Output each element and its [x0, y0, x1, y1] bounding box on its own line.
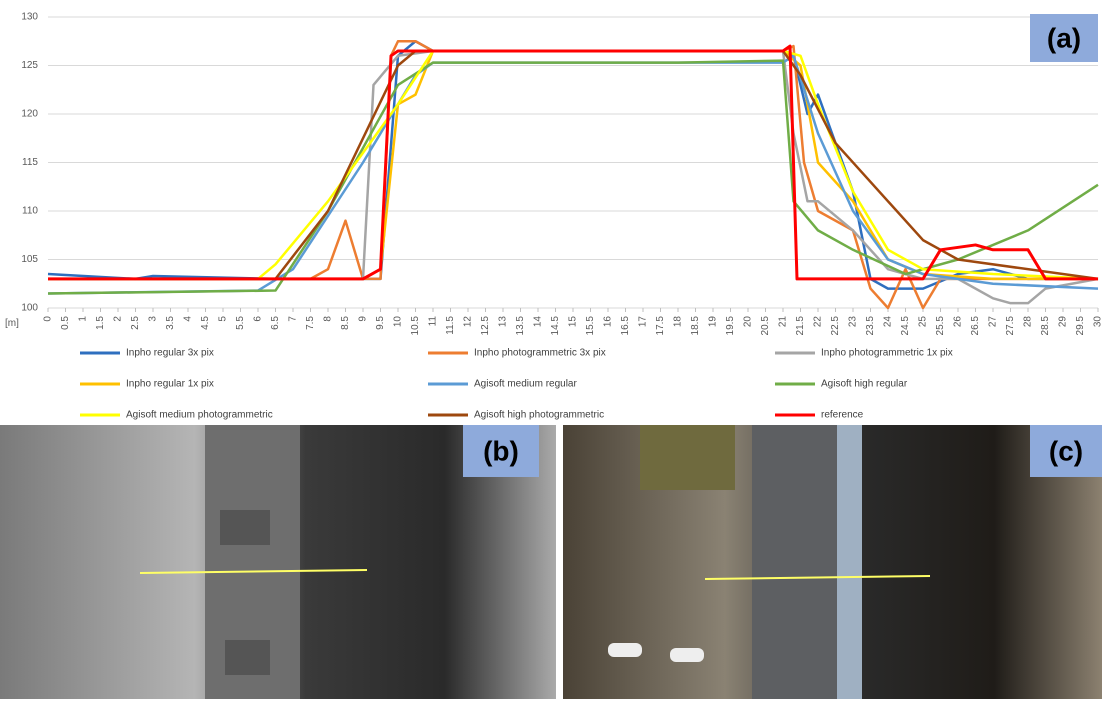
legend-label: Agisoft high photogrammetric [474, 410, 604, 421]
panel-label: (a) [1047, 22, 1081, 53]
x-tick-label: 19 [708, 316, 719, 328]
series-line [48, 51, 1098, 279]
x-tick-label: 6 [253, 316, 264, 322]
x-tick-label: 8 [323, 316, 334, 322]
car [670, 648, 704, 662]
x-tick-label: 2 [113, 316, 124, 322]
x-tick-label: 28 [1023, 316, 1034, 328]
x-tick-label: 21 [778, 316, 789, 328]
x-tick-label: 22.5 [830, 316, 841, 336]
x-tick-label: 30 [1093, 316, 1102, 328]
y-tick-label: 110 [22, 206, 38, 217]
x-tick-label: 3 [148, 316, 159, 322]
x-tick-label: 14.5 [550, 316, 561, 336]
x-tick-label: 24 [883, 316, 894, 328]
x-tick-label: 7 [288, 316, 299, 322]
x-tick-label: 13 [498, 316, 509, 328]
x-tick-label: 9 [358, 316, 369, 322]
x-tick-label: 26.5 [970, 316, 981, 336]
x-tick-label: 19.5 [725, 316, 736, 336]
roof-detail [225, 640, 270, 675]
x-tick-label: 4.5 [200, 316, 211, 330]
x-tick-label: 0.5 [60, 316, 71, 330]
x-tick-label: 21.5 [795, 316, 806, 336]
x-tick-label: 24.5 [900, 316, 911, 336]
x-tick-label: 17 [638, 316, 649, 328]
x-tick-label: 12 [463, 316, 474, 328]
x-tick-label: 15 [568, 316, 579, 328]
x-tick-label: 29 [1058, 316, 1069, 328]
x-tick-label: 27 [988, 316, 999, 328]
x-tick-label: 5.5 [235, 316, 246, 330]
series-line [48, 56, 1098, 294]
legend-label: Inpho photogrammetric 1x pix [821, 348, 953, 359]
roof-detail [220, 510, 270, 545]
x-tick-label: 16 [603, 316, 614, 328]
x-tick-label: 29.5 [1075, 316, 1086, 336]
panel-label: (c) [1049, 435, 1083, 466]
x-tick-label: 10.5 [410, 316, 421, 336]
x-tick-label: 11 [428, 316, 439, 327]
x-tick-label: 28.5 [1040, 316, 1051, 336]
x-tick-label: 20.5 [760, 316, 771, 336]
x-tick-label: 18 [673, 316, 684, 328]
x-tick-label: 11.5 [445, 316, 456, 335]
series-line [48, 51, 1098, 279]
x-tick-label: 16.5 [620, 316, 631, 336]
x-tick-label: 14 [533, 316, 544, 328]
series-line [48, 51, 1098, 279]
y-tick-label: 125 [21, 60, 38, 71]
x-tick-label: 20 [743, 316, 754, 328]
legend-label: Agisoft medium regular [474, 379, 577, 390]
x-tick-label: 25.5 [935, 316, 946, 336]
x-tick-label: 22 [813, 316, 824, 328]
x-tick-label: 27.5 [1005, 316, 1016, 336]
legend-label: Agisoft medium photogrammetric [126, 410, 273, 421]
legend-label: Inpho regular 3x pix [126, 348, 214, 359]
legend-label: Inpho photogrammetric 3x pix [474, 348, 606, 359]
legend-label: reference [821, 410, 864, 421]
panel-label: (b) [483, 435, 519, 466]
lawn [640, 425, 735, 490]
x-tick-label: 9.5 [375, 316, 386, 330]
y-tick-label: 120 [21, 109, 38, 120]
x-tick-label: 10 [393, 316, 404, 328]
figure: 10010511011512012513000.511.522.533.544.… [0, 0, 1102, 699]
x-tick-label: 13.5 [515, 316, 526, 336]
x-tick-label: 26 [953, 316, 964, 328]
x-tick-label: 12.5 [480, 316, 491, 336]
y-tick-label: 100 [21, 303, 38, 314]
x-tick-label: 2.5 [130, 316, 141, 330]
x-tick-label: 6.5 [270, 316, 281, 330]
photos: (b) (c) [0, 425, 1102, 699]
x-tick-label: 25 [918, 316, 929, 328]
x-tick-label: 1.5 [95, 316, 106, 330]
x-tick-label: 8.5 [340, 316, 351, 330]
x-axis-label: [m] [5, 318, 19, 329]
roof-right [752, 425, 837, 699]
x-tick-label: 15.5 [585, 316, 596, 336]
x-tick-label: 18.5 [690, 316, 701, 336]
legend-label: Inpho regular 1x pix [126, 379, 214, 390]
x-tick-label: 5 [218, 316, 229, 322]
x-tick-label: 7.5 [305, 316, 316, 330]
series-line [48, 61, 1098, 294]
x-tick-label: 0 [43, 316, 54, 322]
car [608, 643, 642, 657]
x-tick-label: 23.5 [865, 316, 876, 336]
legend-label: Agisoft high regular [821, 379, 908, 390]
x-tick-label: 17.5 [655, 316, 666, 336]
series-line [48, 41, 1098, 308]
facade [837, 425, 862, 699]
x-tick-label: 3.5 [165, 316, 176, 330]
y-tick-label: 130 [21, 12, 38, 23]
y-tick-label: 105 [21, 254, 38, 265]
x-tick-label: 23 [848, 316, 859, 328]
x-tick-label: 1 [78, 316, 89, 322]
x-tick-label: 4 [183, 316, 194, 322]
y-tick-label: 115 [22, 157, 38, 168]
